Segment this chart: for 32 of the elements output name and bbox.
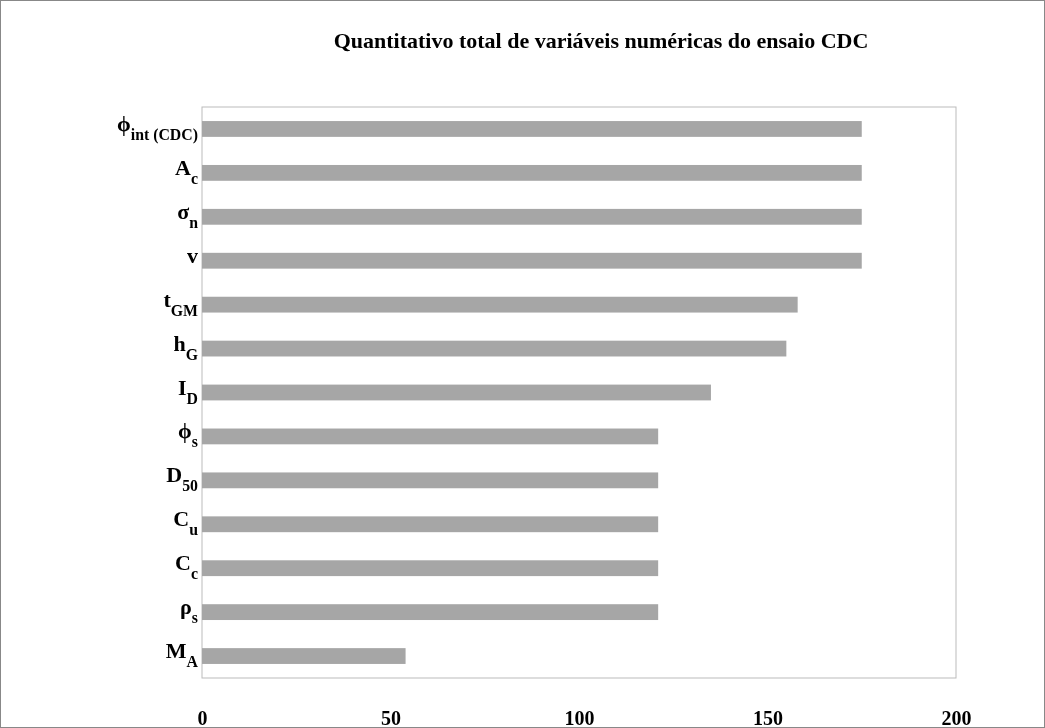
bar (202, 121, 862, 137)
bar (202, 208, 862, 225)
y-tick-label: ρ$_{s}$ (180, 594, 198, 626)
y-tick-label: t$_{GM}$ (163, 286, 199, 319)
x-tick-label: 100 (564, 707, 595, 728)
x-tick-label: 50 (381, 707, 401, 728)
bar (202, 648, 406, 664)
y-tick-label: A$_{c}$ (175, 154, 198, 187)
y-tick-label: ϕ$_{s}$ (178, 418, 198, 450)
bar (202, 428, 659, 445)
chart-title: Quantitativo total de variáveis numéricas do ensaio CDC (333, 28, 869, 53)
y-tick-label: σ$_{n}$ (177, 198, 199, 231)
bar (202, 516, 659, 533)
y-tick-label: v (187, 242, 198, 268)
x-tick-label: 0 (197, 707, 208, 728)
bar (202, 560, 659, 577)
y-tick-label: D$_{50}$ (166, 462, 199, 494)
bar (202, 296, 798, 313)
y-tick-label: I$_{D}$ (178, 374, 198, 406)
bar (202, 340, 787, 357)
y-tick-label: C$_{u}$ (173, 506, 199, 538)
x-tick-label: 200 (941, 707, 972, 728)
y-tick-label: C$_{c}$ (175, 550, 198, 582)
x-tick-label: 150 (753, 707, 783, 728)
bar (202, 164, 862, 181)
bar (202, 384, 711, 401)
bar (202, 604, 659, 621)
y-tick-label: h$_{G}$ (173, 330, 198, 363)
bar (202, 252, 862, 269)
y-tick-label: ϕ$_{int (CDC)}$ (117, 110, 198, 144)
y-tick-label: M$_{A}$ (165, 638, 199, 670)
bar (202, 472, 659, 489)
